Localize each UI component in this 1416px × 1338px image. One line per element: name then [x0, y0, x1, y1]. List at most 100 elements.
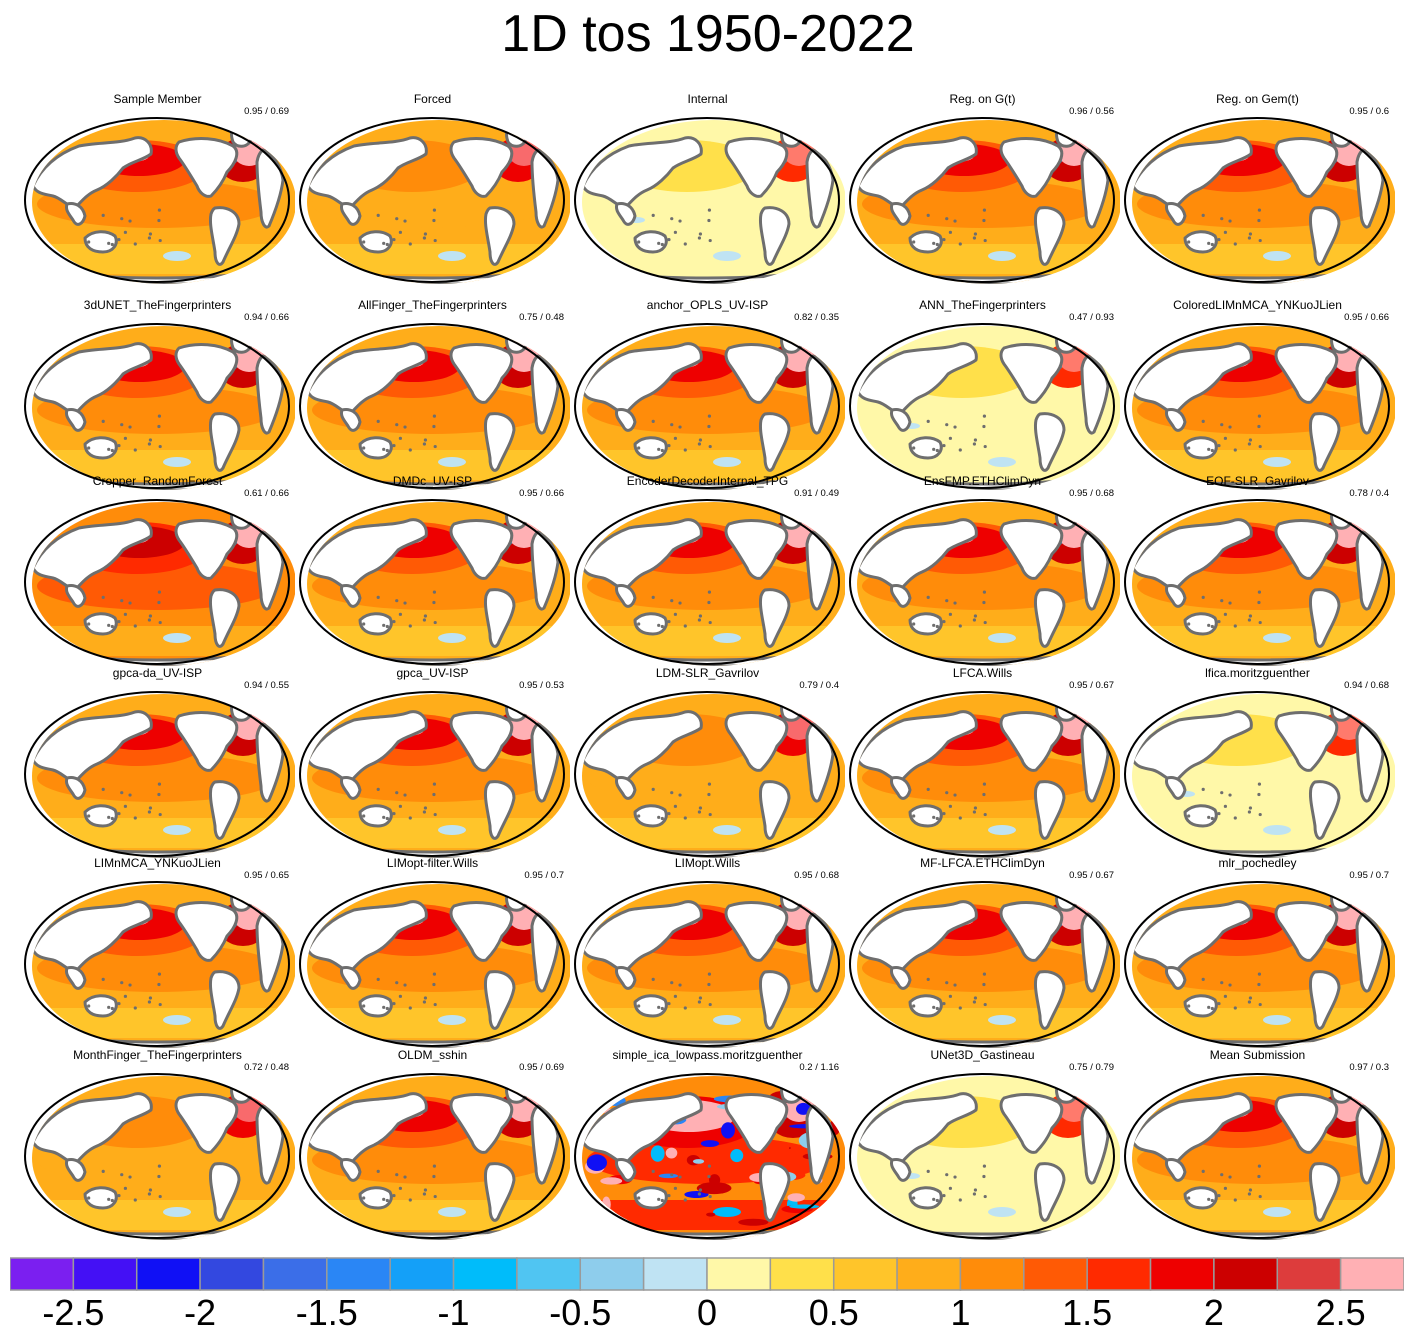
- land-mass: [724, 711, 789, 772]
- panel-title: Sample Member: [113, 92, 202, 106]
- land-mass: [65, 584, 87, 608]
- colorbar-tick-label: 2.5: [1315, 1292, 1366, 1333]
- colorbar-segment: [1213, 1257, 1279, 1291]
- panel-title: 3dUNET_TheFingerprinters: [83, 298, 232, 312]
- panel-score: 0.97 / 0.3: [1349, 1062, 1389, 1073]
- panel-title: ColoredLIMnMCA_YNKuoJLien: [1173, 298, 1342, 312]
- land-mass: [65, 202, 87, 226]
- map-panel: UNet3D_Gastineau 0.75 / 0.79: [845, 1048, 1120, 1244]
- panel-score: 0.95 / 0.65: [244, 870, 289, 881]
- land-mass: [1080, 148, 1110, 229]
- colorbar-segment: [262, 1257, 328, 1291]
- map-panel: ANN_TheFingerprinters 0.47 / 0.93: [845, 298, 1120, 494]
- map-border: [299, 323, 565, 489]
- map-field: [1132, 884, 1395, 1048]
- land-mass: [255, 530, 285, 611]
- land-mass: [1165, 408, 1187, 432]
- land-mass: [1183, 612, 1218, 636]
- map-field: [857, 1076, 1120, 1240]
- map-field: [1132, 502, 1395, 666]
- map-panel: AllFinger_TheFingerprinters 0.75 / 0.48: [295, 298, 570, 494]
- land-mass: [32, 136, 153, 210]
- land-mass: [307, 518, 428, 592]
- map-border: [1124, 117, 1390, 283]
- land-mass: [1080, 530, 1110, 611]
- land-mass: [1274, 901, 1339, 962]
- map-field: [582, 120, 845, 284]
- map-panel: LIMopt-filter.Wills 0.95 / 0.7: [295, 856, 570, 1052]
- map-border: [1124, 323, 1390, 489]
- land-mass: [759, 1162, 791, 1222]
- map-field: [32, 884, 295, 1048]
- land-mass: [890, 202, 912, 226]
- colorbar-segment: [1086, 1257, 1152, 1291]
- land-mass: [724, 901, 789, 962]
- land-mass: [340, 1158, 362, 1182]
- map-field: [32, 694, 295, 858]
- land-mass: [759, 588, 791, 648]
- panel-score: 0.78 / 0.4: [1349, 488, 1389, 499]
- map-border: [299, 1073, 565, 1239]
- panel-score: 0.95 / 0.66: [519, 488, 564, 499]
- map-panel: EOF-SLR_Gavrilov 0.78 / 0.4: [1120, 474, 1395, 670]
- land-mass: [724, 1093, 789, 1154]
- land-mass: [209, 1162, 241, 1222]
- land-mass: [255, 1104, 285, 1185]
- colorbar-tick-label: 2: [1203, 1292, 1224, 1333]
- map-border: [849, 881, 1115, 1047]
- colorbar-segment: [135, 1257, 201, 1291]
- panel-title: Reg. on Gem(t): [1216, 92, 1299, 106]
- land-mass: [255, 912, 285, 993]
- sst-map: [24, 1073, 295, 1240]
- colorbar-tick-label: -0.5: [549, 1292, 612, 1333]
- sst-map: [849, 499, 1120, 666]
- map-border: [849, 1073, 1115, 1239]
- panel-score: 0.95 / 0.69: [519, 1062, 564, 1073]
- panel-title: EnsFMP.ETHClimDyn: [923, 474, 1042, 488]
- map-border: [574, 117, 840, 283]
- map-border: [299, 691, 565, 857]
- map-border: [574, 323, 840, 489]
- colorbar-segment: [10, 1257, 75, 1291]
- land-mass: [1355, 148, 1385, 229]
- land-mass: [1080, 722, 1110, 803]
- land-mass: [890, 1158, 912, 1182]
- colorbar-tick-label: -2.5: [42, 1292, 105, 1333]
- land-mass: [484, 588, 516, 648]
- panel-score: 0.95 / 0.7: [524, 870, 564, 881]
- colorbar-segment: [959, 1257, 1025, 1291]
- land-mass: [908, 612, 943, 636]
- sst-map: [849, 691, 1120, 858]
- map-field: [1132, 1076, 1395, 1240]
- map-border: [849, 499, 1115, 665]
- land-mass: [1355, 722, 1385, 803]
- land-mass: [1034, 206, 1066, 266]
- land-mass: [759, 206, 791, 266]
- land-mass: [307, 136, 428, 210]
- sst-map: [299, 117, 570, 284]
- land-mass: [890, 408, 912, 432]
- land-mass: [1132, 900, 1253, 974]
- land-mass: [615, 584, 637, 608]
- land-mass: [999, 519, 1064, 580]
- land-mass: [582, 710, 703, 784]
- land-mass: [908, 804, 943, 828]
- map-border: [574, 1073, 840, 1239]
- land-mass: [724, 343, 789, 404]
- colorbar-segment: [1339, 1257, 1404, 1291]
- land-mass: [83, 230, 118, 254]
- land-mass: [1132, 342, 1253, 416]
- panel-title: anchor_OPLS_UV-ISP: [646, 298, 769, 312]
- map-panel: mlr_pochedley 0.95 / 0.7: [1120, 856, 1395, 1052]
- land-mass: [449, 901, 514, 962]
- sst-map: [574, 117, 845, 284]
- map-border: [299, 499, 565, 665]
- sst-map: [574, 499, 845, 666]
- panel-score: 0.82 / 0.35: [794, 312, 839, 323]
- map-panel: LFCA.Wills 0.95 / 0.67: [845, 666, 1120, 862]
- land-mass: [615, 202, 637, 226]
- land-mass: [1183, 804, 1218, 828]
- colorbar-segment: [452, 1257, 518, 1291]
- land-mass: [1309, 206, 1341, 266]
- sst-map: [299, 691, 570, 858]
